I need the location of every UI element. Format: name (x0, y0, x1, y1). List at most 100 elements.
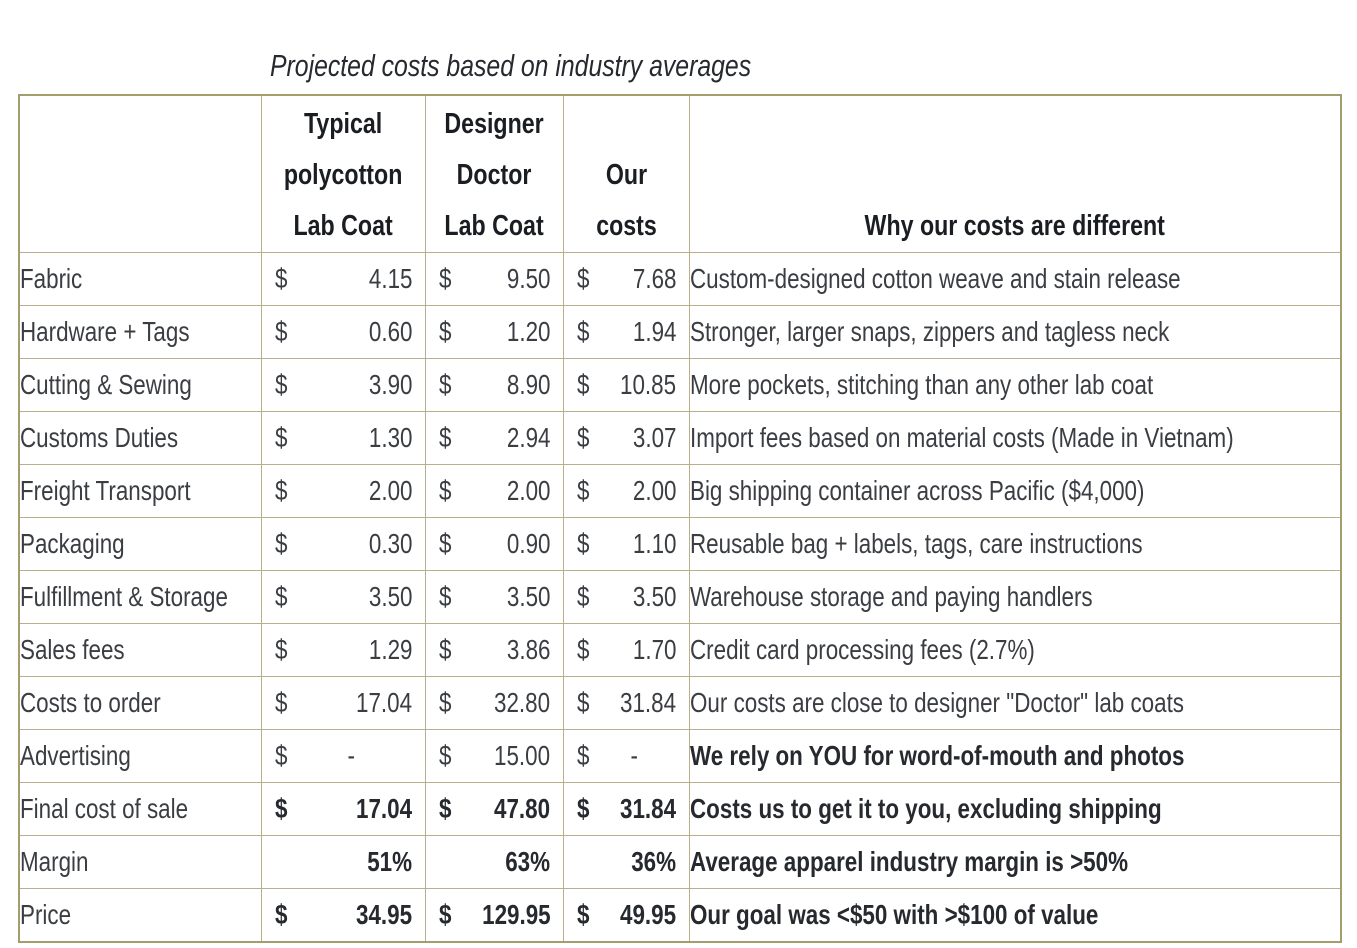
cell-typical-cost: 51% (260, 835, 426, 889)
row-label: Hardware + Tags (18, 305, 262, 359)
header-row: Typical polycotton Lab Coat Designer Doc… (18, 94, 1342, 253)
row-label-text: Final cost of sale (20, 793, 189, 824)
cell-value: 1.30 (368, 422, 413, 453)
cell-typical-cost: $2.00 (260, 464, 426, 518)
cell-designer-cost: $2.94 (424, 411, 564, 465)
row-note: Big shipping container across Pacific ($… (688, 464, 1342, 518)
cell-value: 47.80 (494, 793, 551, 824)
cell-our-cost: $31.84 (562, 782, 690, 836)
header-empty-cell (18, 94, 262, 253)
cell-value: 9.50 (506, 263, 551, 294)
cell-typical-cost: $1.29 (260, 623, 426, 677)
row-label-text: Costs to order (20, 687, 161, 718)
cell-our-cost: $2.00 (562, 464, 690, 518)
currency-symbol: $ (274, 740, 287, 771)
row-label-text: Customs Duties (20, 422, 179, 453)
cell-value: 2.00 (632, 475, 677, 506)
cell-designer-cost: $15.00 (424, 729, 564, 783)
page-title-text: Projected costs based on industry averag… (270, 48, 752, 83)
cell-our-cost: $1.70 (562, 623, 690, 677)
currency-symbol: $ (274, 687, 287, 718)
currency-symbol: $ (274, 422, 287, 453)
cell-our-cost: $ - (562, 729, 690, 783)
table-row: Cutting & Sewing $3.90 $8.90 $10.85 More poc… (18, 358, 1342, 412)
table-row: Fabric $4.15 $9.50 $7.68 Custom-designed cot… (18, 252, 1342, 306)
row-note-text: More pockets, stitching than any other l… (689, 369, 1153, 400)
row-label-text: Freight Transport (20, 475, 191, 506)
cell-value: - (347, 740, 356, 771)
cell-value: 36% (631, 846, 677, 877)
cell-typical-cost: $0.60 (260, 305, 426, 359)
currency-symbol: $ (438, 793, 451, 824)
currency-symbol: $ (274, 475, 287, 506)
currency-symbol: $ (576, 316, 589, 347)
cell-value: 1.20 (506, 316, 551, 347)
currency-symbol: $ (438, 528, 451, 559)
currency-symbol: $ (438, 422, 451, 453)
cell-value: 3.50 (506, 581, 551, 612)
cell-typical-cost: $4.15 (260, 252, 426, 306)
table-row: Margin 51% 63% 36% Average apparel industry … (18, 835, 1342, 889)
cell-value: 2.94 (506, 422, 551, 453)
cell-value: 15.00 (494, 740, 551, 771)
cell-value: 3.50 (368, 581, 413, 612)
currency-symbol: $ (438, 581, 451, 612)
cell-value: 7.68 (632, 263, 677, 294)
cell-value: 0.90 (506, 528, 551, 559)
currency-symbol: $ (576, 740, 589, 771)
currency-symbol: $ (274, 899, 287, 930)
row-label-text: Hardware + Tags (20, 316, 190, 347)
currency-symbol: $ (438, 475, 451, 506)
currency-symbol: $ (576, 581, 589, 612)
row-note-text: Reusable bag + labels, tags, care instru… (689, 528, 1143, 559)
table-row: Sales fees $1.29 $3.86 $1.70 Credit card pro… (18, 623, 1342, 677)
cell-designer-cost: $8.90 (424, 358, 564, 412)
row-label: Sales fees (18, 623, 262, 677)
cell-designer-cost: $32.80 (424, 676, 564, 730)
row-note: Our costs are close to designer "Doctor"… (688, 676, 1342, 730)
row-note: Our goal was <$50 with >$100 of value (688, 888, 1342, 943)
row-note: Import fees based on material costs (Mad… (688, 411, 1342, 465)
currency-symbol: $ (576, 793, 589, 824)
cell-designer-cost: $129.95 (424, 888, 564, 943)
table-row: Customs Duties $1.30 $2.94 $3.07 Import fees… (18, 411, 1342, 465)
row-label: Price (18, 888, 262, 943)
row-label-text: Fulfillment & Storage (20, 581, 228, 612)
currency-symbol: $ (576, 422, 589, 453)
cell-our-cost: $1.10 (562, 517, 690, 571)
currency-symbol: $ (438, 687, 451, 718)
row-label: Margin (18, 835, 262, 889)
cell-value: 4.15 (368, 263, 413, 294)
row-note-text: We rely on YOU for word-of-mouth and pho… (689, 740, 1184, 771)
row-label-text: Margin (20, 846, 89, 877)
cell-value: 32.80 (494, 687, 551, 718)
table-row: Price $34.95 $129.95 $49.95 Our goal was <$5… (18, 888, 1342, 943)
cell-our-cost: $3.07 (562, 411, 690, 465)
table-row: Freight Transport $2.00 $2.00 $2.00 Big ship… (18, 464, 1342, 518)
row-note-text: Our costs are close to designer "Doctor"… (689, 687, 1184, 718)
row-note: Stronger, larger snaps, zippers and tagl… (688, 305, 1342, 359)
cell-value: 1.70 (632, 634, 677, 665)
row-note: More pockets, stitching than any other l… (688, 358, 1342, 412)
cell-typical-cost: $0.30 (260, 517, 426, 571)
cell-value: 2.00 (368, 475, 413, 506)
cell-designer-cost: $2.00 (424, 464, 564, 518)
row-label: Freight Transport (18, 464, 262, 518)
cell-designer-cost: $9.50 (424, 252, 564, 306)
cell-value: 34.95 (356, 899, 413, 930)
currency-symbol: $ (438, 634, 451, 665)
row-label: Fabric (18, 252, 262, 306)
cell-our-cost: $49.95 (562, 888, 690, 943)
currency-symbol: $ (438, 740, 451, 771)
row-note-text: Our goal was <$50 with >$100 of value (689, 899, 1098, 930)
table-body: Fabric $4.15 $9.50 $7.68 Custom-designed cot… (18, 252, 1342, 943)
row-note: Custom-designed cotton weave and stain r… (688, 252, 1342, 306)
cell-value: 31.84 (620, 687, 677, 718)
row-note-text: Warehouse storage and paying handlers (689, 581, 1093, 612)
cost-table: Typical polycotton Lab Coat Designer Doc… (18, 94, 1342, 943)
currency-symbol: $ (438, 316, 451, 347)
header-why-different: Why our costs are different (688, 94, 1342, 253)
cell-value: 3.50 (632, 581, 677, 612)
table-row: Final cost of sale $17.04 $47.80 $31.84 Cost… (18, 782, 1342, 836)
page-title: Projected costs based on industry averag… (270, 48, 871, 84)
